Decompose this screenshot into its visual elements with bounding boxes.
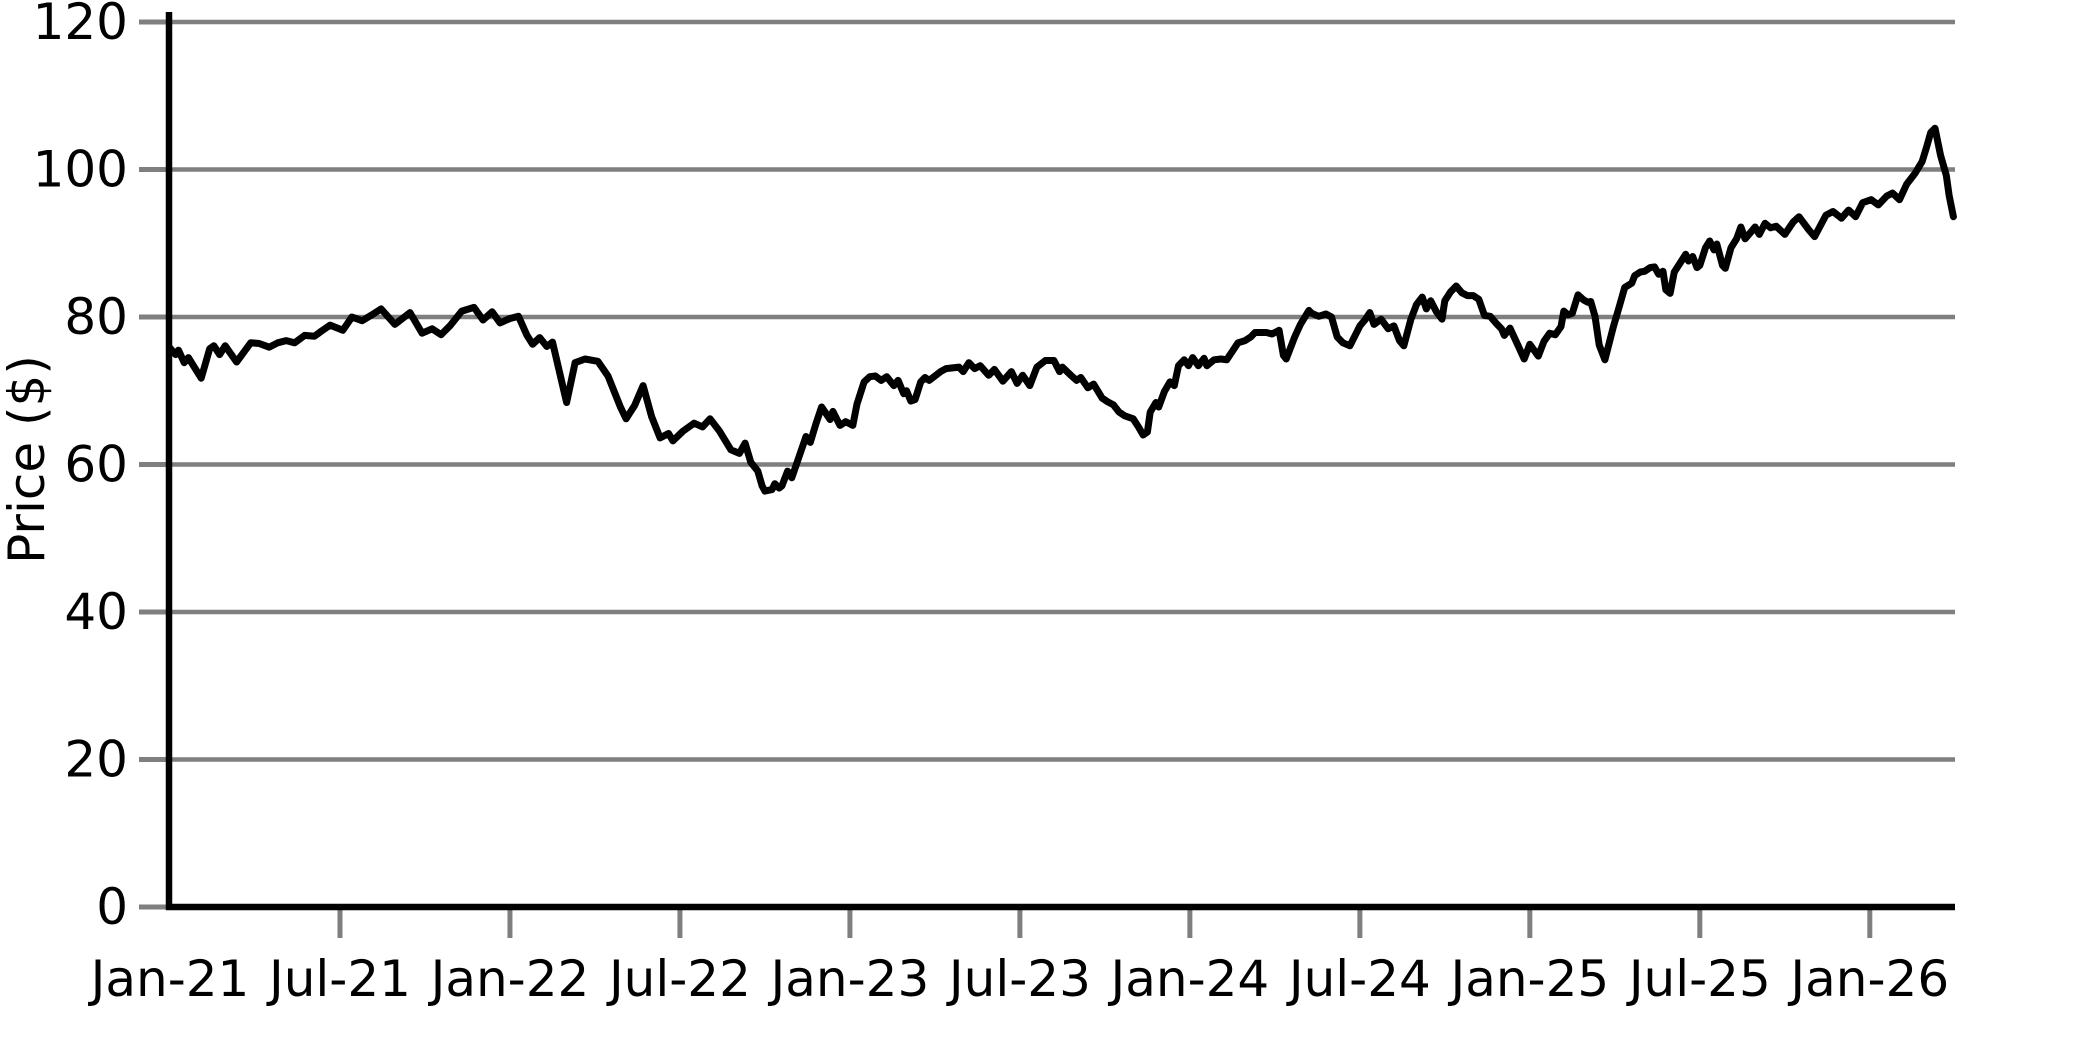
y-tick-label: 20 bbox=[64, 731, 128, 789]
y-axis-title: Price ($) bbox=[0, 355, 56, 564]
x-tick-label: Jan-22 bbox=[428, 950, 590, 1008]
y-tick-label: 120 bbox=[33, 0, 128, 51]
x-tick-label: Jan-24 bbox=[1108, 950, 1270, 1008]
x-tick-label: Jan-21 bbox=[88, 950, 250, 1008]
y-tick-label: 100 bbox=[33, 141, 128, 199]
x-tick-label: Jan-25 bbox=[1447, 950, 1609, 1008]
x-tick-label: Jan-26 bbox=[1787, 950, 1949, 1008]
x-tick-label: Jul-22 bbox=[606, 950, 751, 1008]
x-tick-label: Jul-23 bbox=[946, 950, 1091, 1008]
x-tick-label: Jul-24 bbox=[1286, 950, 1431, 1008]
x-tick-label: Jan-23 bbox=[768, 950, 930, 1008]
x-tick-label: Jul-21 bbox=[266, 950, 411, 1008]
y-tick-label: 40 bbox=[64, 583, 128, 641]
y-tick-label: 60 bbox=[64, 436, 128, 494]
x-tick-label: Jul-25 bbox=[1626, 950, 1771, 1008]
y-tick-label: 0 bbox=[96, 878, 128, 936]
price-line bbox=[166, 124, 1957, 495]
y-tick-label: 80 bbox=[64, 288, 128, 346]
